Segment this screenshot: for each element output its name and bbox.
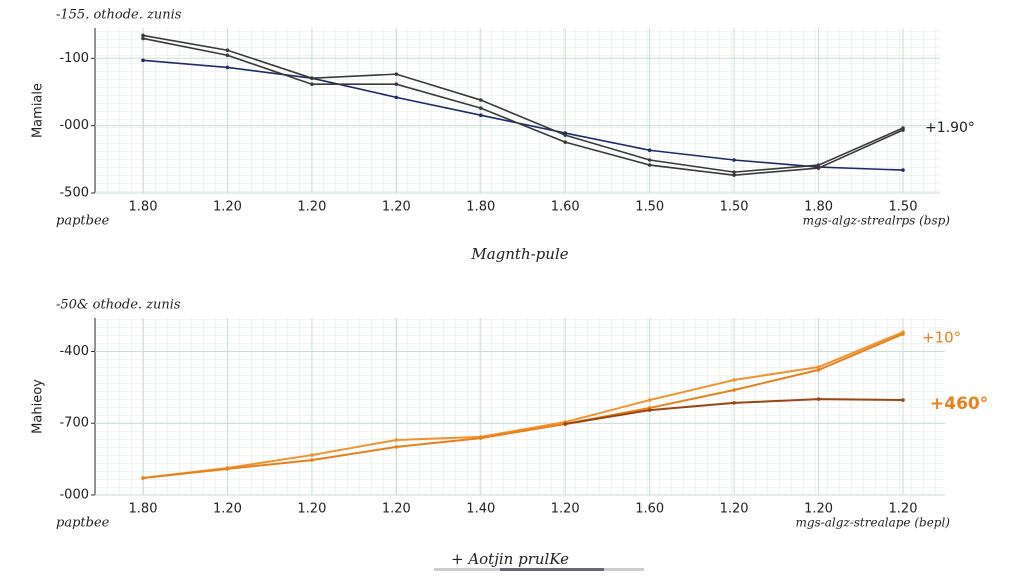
point [394,95,399,100]
point [647,148,652,153]
point [310,453,314,457]
point [478,106,483,110]
point [901,332,905,336]
x-tick-label: 1.20 [297,502,326,517]
point [732,158,736,162]
x-axis-label-right: mgs-algz-strealrps (bsp) [803,214,951,228]
y-tick-label: -500 [59,186,89,201]
y-axis-label: Mahieoy [31,379,46,434]
unit-label: -155. othode. zunis [56,8,182,23]
point [310,76,314,80]
x-tick-label: 1.80 [804,200,833,215]
point [478,113,483,118]
series-line [142,34,904,173]
point [394,445,399,449]
point [478,436,483,440]
x-tick-label: 1.20 [382,502,411,517]
y-tick-label: -400 [59,344,89,359]
point [310,458,314,462]
point [310,82,314,87]
point [816,397,821,401]
series-line [142,59,904,171]
series-line [142,37,904,176]
point [647,408,652,412]
x-tick-label: 1.20 [804,502,833,517]
point [394,72,399,76]
point [141,33,145,38]
point [732,173,736,177]
point [563,422,568,426]
x-tick-label: 1.60 [635,502,664,517]
unit-label: -50& othode. zunis [56,298,181,313]
series-line [142,333,904,480]
y-axis-label: Mamiale [31,83,46,138]
point [901,128,905,132]
point [478,98,483,102]
x-tick-label: 1.50 [635,200,664,215]
point [141,476,145,480]
x-tick-label: 1.20 [382,200,411,215]
point [394,82,399,87]
y-tick-label: -100 [59,51,89,66]
point [816,163,821,167]
point [394,438,399,442]
point [225,48,230,53]
x-tick-label: 1.20 [551,502,580,517]
annotation: +460° [930,394,988,414]
x-tick-label: 1.50 [720,200,749,215]
x-tick-label: 1.50 [889,200,918,215]
annotation: +10° [922,329,961,347]
x-tick-label: 1.40 [466,502,495,517]
x-axis-label-left: paptbee [56,516,110,531]
x-axis-title: + Aotjin prulKe [451,550,569,568]
point [732,401,736,405]
point [901,168,905,172]
point [647,158,652,162]
point [647,398,652,402]
x-tick-label: 1.80 [129,502,158,517]
x-tick-label: 1.20 [297,200,326,215]
point [141,36,145,41]
point [732,170,736,174]
x-tick-label: 1.80 [466,200,495,215]
x-tick-label: 1.20 [889,502,918,517]
point [732,378,736,382]
x-tick-label: 1.20 [213,502,242,517]
point [732,388,736,392]
annotation: +1.90° [925,120,975,136]
x-tick-label: 1.60 [551,200,580,215]
scrollbar-thumb [500,568,604,571]
point [816,368,821,372]
y-tick-label: -000 [59,488,89,503]
point [647,163,652,167]
point [563,140,568,144]
point [816,166,821,170]
x-tick-label: 1.20 [720,502,749,517]
series-line [142,331,904,480]
x-axis-title: Magnth-pule [470,245,568,263]
point [141,58,145,63]
point [225,65,230,70]
plot-background [95,318,945,495]
x-axis-label-left: paptbee [56,214,110,229]
point [563,133,568,137]
y-tick-label: -700 [59,416,89,431]
point [225,53,230,58]
point [901,398,905,402]
x-tick-label: 1.20 [213,200,242,215]
point [225,467,230,471]
point [816,365,821,369]
y-tick-label: -000 [59,118,89,133]
x-axis-label-right: mgs-algz-strealape (bepl) [795,516,950,530]
x-tick-label: 1.80 [129,200,158,215]
